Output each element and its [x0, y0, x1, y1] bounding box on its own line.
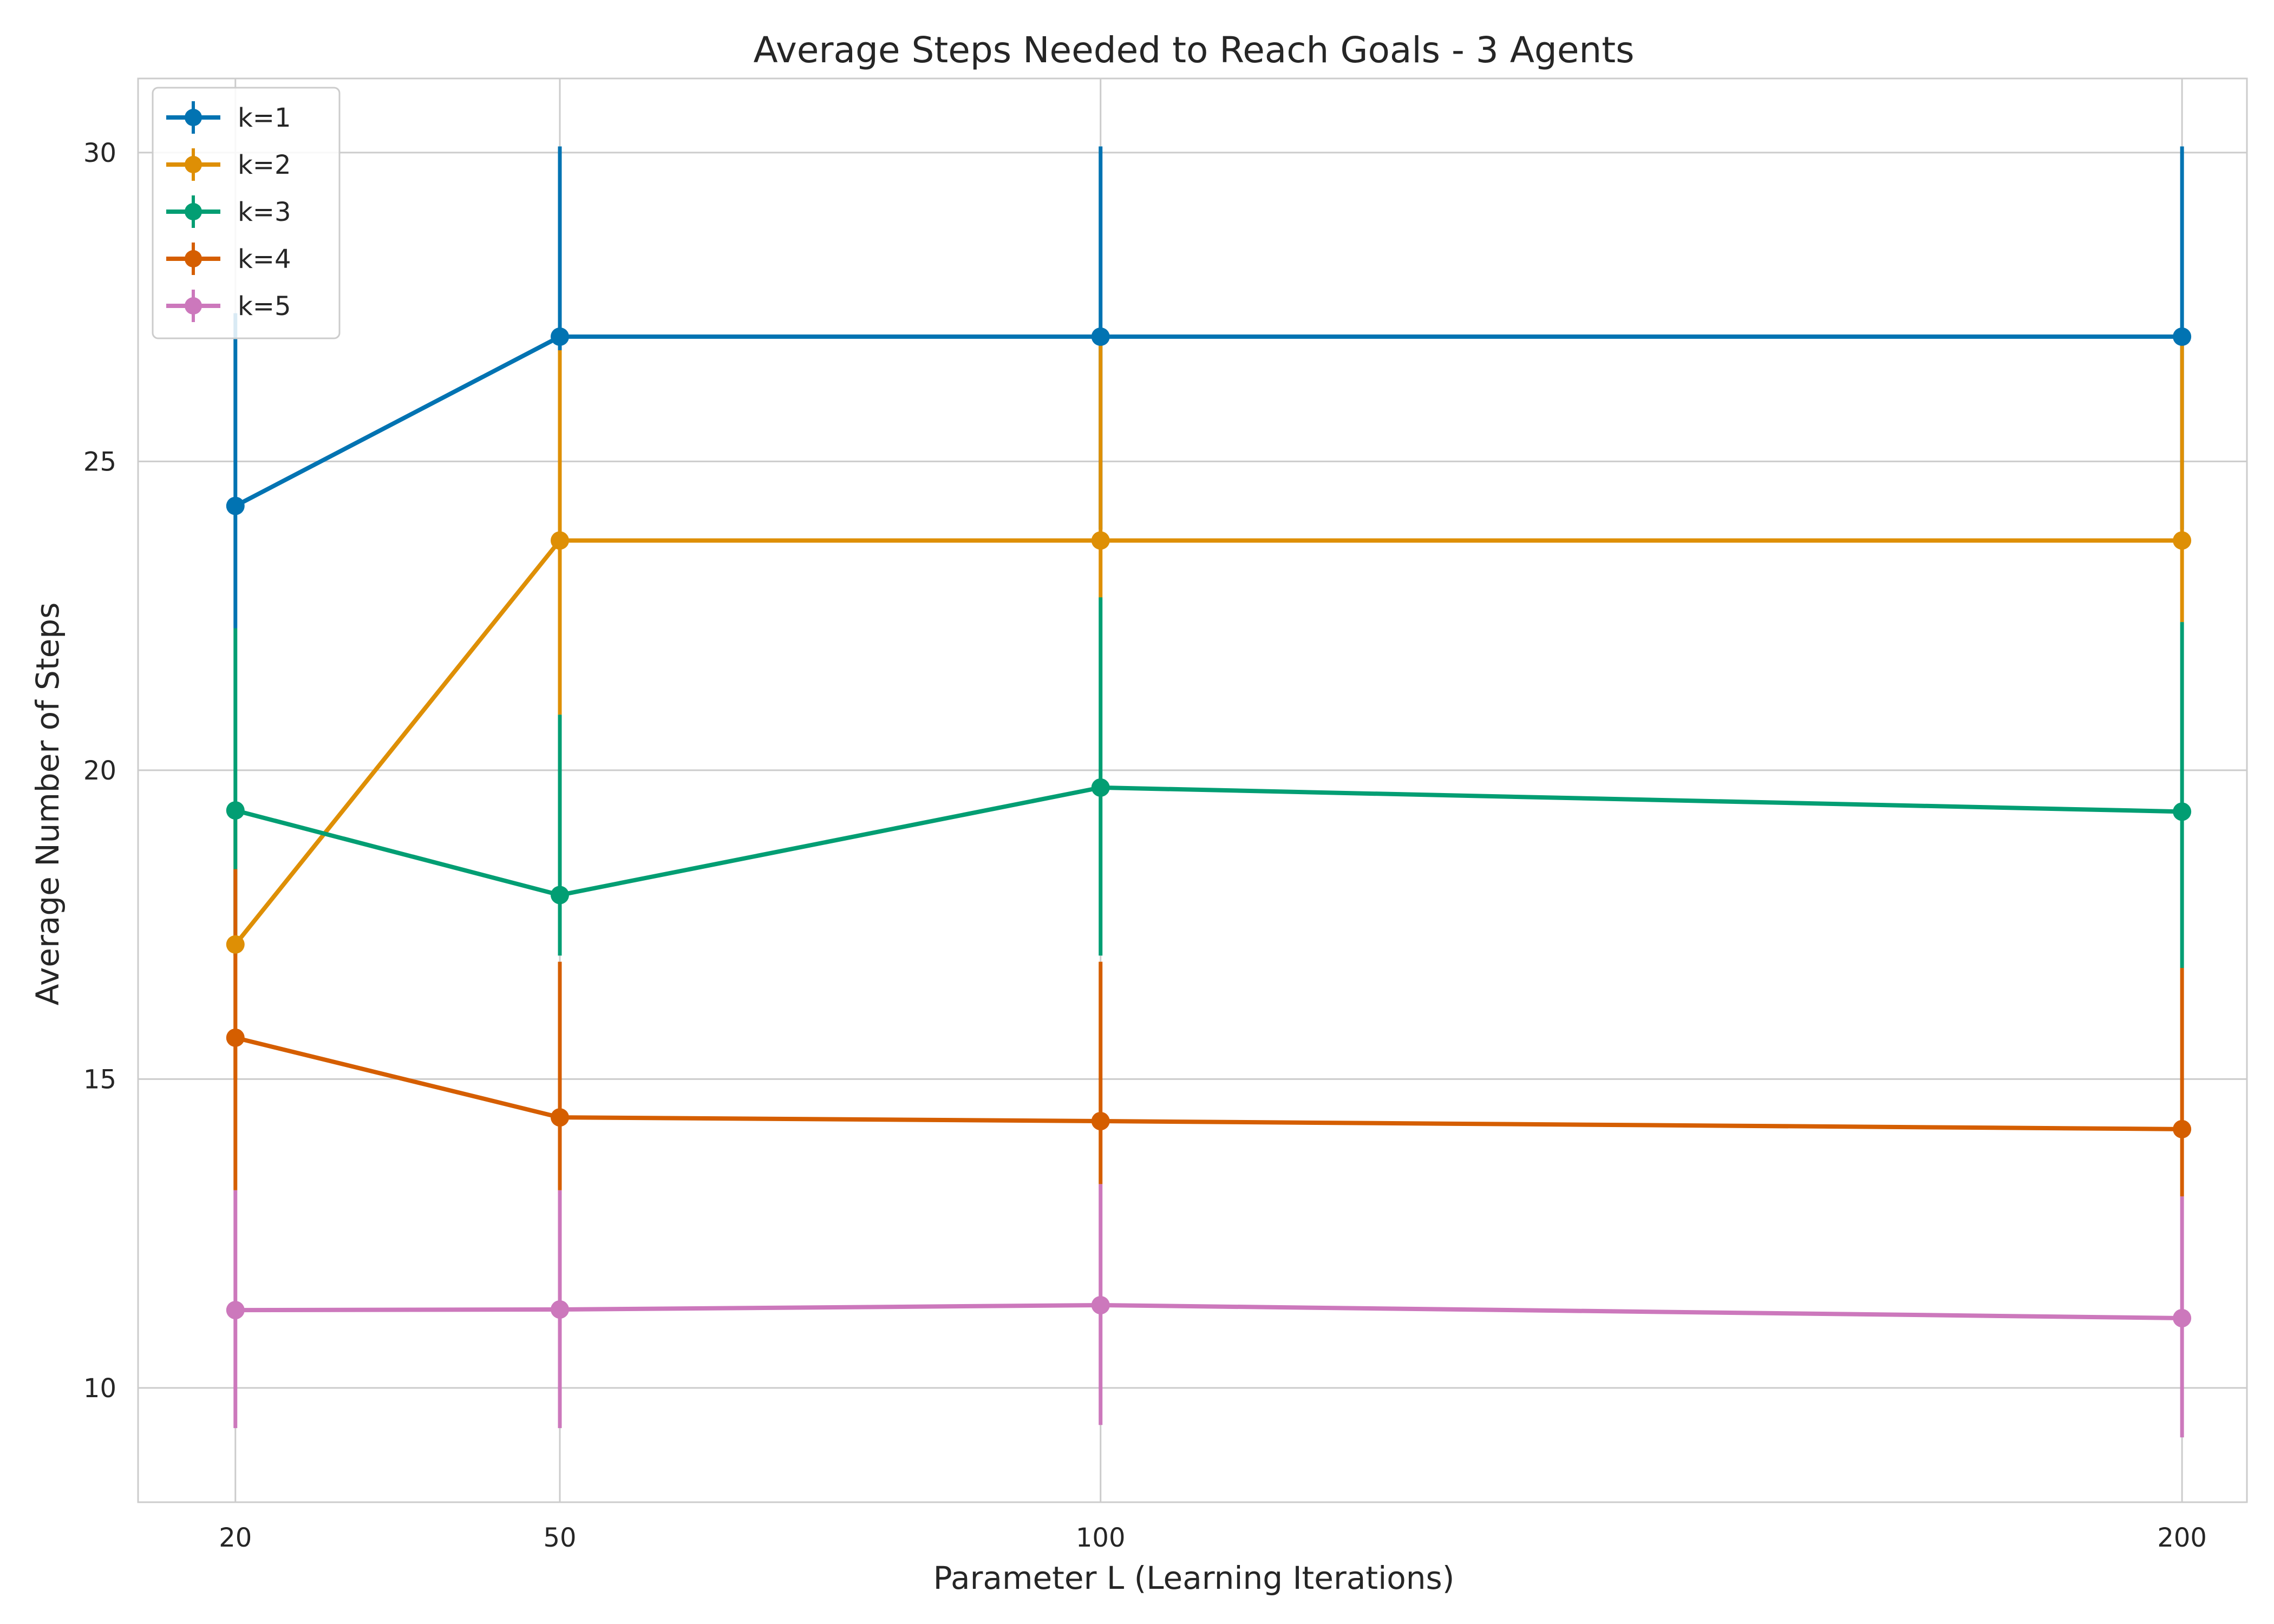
data-point	[551, 327, 569, 346]
chart-title: Average Steps Needed to Reach Goals - 3 …	[753, 29, 1634, 71]
legend: k=1 k=2 k=3 k=4 k=5	[152, 87, 341, 339]
legend-box	[152, 87, 341, 339]
data-point	[1091, 531, 1110, 550]
plot-frame	[137, 77, 2248, 1503]
legend-swatch-marker	[185, 109, 202, 126]
legend-swatch-marker	[185, 156, 202, 173]
x-tick-label: 100	[1076, 1523, 1126, 1553]
x-axis-label: Parameter L (Learning Iterations)	[933, 1560, 1455, 1596]
series-points	[226, 327, 2192, 1327]
legend-label: k=1	[238, 103, 291, 133]
data-point	[551, 531, 569, 550]
y-axis-ticks: 10 15 20 25 30	[83, 138, 116, 1404]
x-tick-label: 50	[543, 1523, 576, 1553]
legend-swatch-marker	[185, 250, 202, 267]
series-line	[235, 1303, 2182, 1320]
data-point	[2173, 802, 2192, 821]
data-point	[2173, 327, 2192, 346]
legend-swatch-marker	[185, 203, 202, 220]
series-line	[234, 334, 2182, 508]
data-point	[226, 1028, 245, 1047]
legend-swatch-marker	[185, 297, 202, 315]
data-point	[2173, 531, 2192, 550]
data-point	[551, 886, 569, 905]
data-point	[226, 935, 245, 954]
x-tick-label: 200	[2157, 1523, 2207, 1553]
y-tick-label: 20	[83, 756, 116, 786]
y-tick-label: 10	[83, 1373, 116, 1404]
legend-label: k=3	[238, 197, 291, 227]
data-point	[1091, 1296, 1110, 1315]
x-axis-ticks: 20 50 100 200	[219, 1523, 2207, 1553]
data-point	[1091, 327, 1110, 346]
legend-label: k=2	[238, 150, 291, 180]
series-line	[234, 785, 2182, 898]
data-point	[2173, 1119, 2192, 1138]
series-lines	[233, 334, 2182, 1320]
data-point	[551, 1108, 569, 1127]
data-point	[551, 1300, 569, 1319]
x-tick-label: 20	[219, 1523, 252, 1553]
y-tick-label: 30	[83, 138, 116, 168]
legend-label: k=5	[238, 291, 291, 322]
y-tick-label: 15	[83, 1064, 116, 1095]
data-point	[1091, 1112, 1110, 1131]
data-point	[1091, 778, 1110, 797]
data-point	[226, 801, 245, 820]
y-axis-label: Average Number of Steps	[29, 603, 66, 1006]
series-line	[234, 1036, 2182, 1131]
data-point	[2173, 1308, 2192, 1327]
data-point	[226, 1301, 245, 1320]
y-tick-label: 25	[83, 447, 116, 477]
legend-label: k=4	[238, 244, 291, 274]
series-line	[233, 538, 2182, 946]
data-point	[226, 496, 245, 515]
